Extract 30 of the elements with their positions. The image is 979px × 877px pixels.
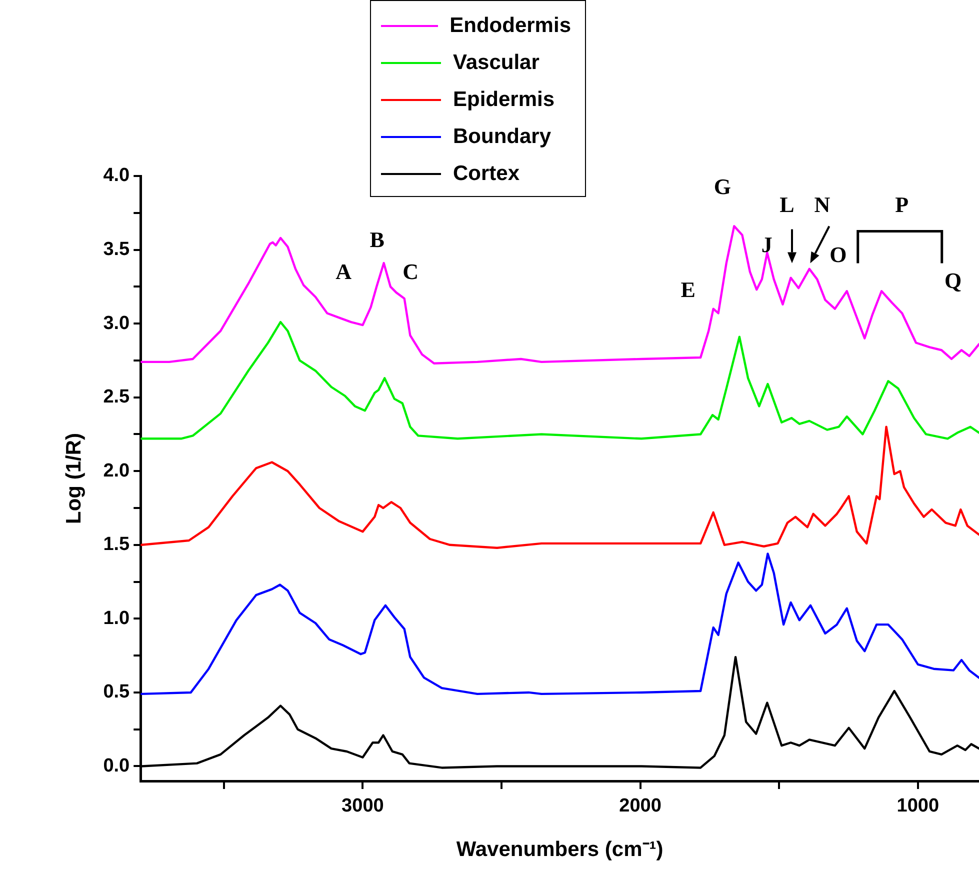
y-axis-title: Log (1/R) [62, 433, 86, 524]
annotation: C [402, 259, 419, 284]
y-tick-label: 3.5 [103, 239, 130, 260]
legend-label: Vascular [453, 50, 540, 74]
annotation: G [714, 174, 732, 199]
y-tick-label: 0.5 [103, 682, 130, 703]
annotation: B [370, 227, 385, 252]
legend-label: Epidermis [453, 88, 555, 112]
y-tick-label: 3.0 [103, 312, 130, 334]
annotation: N [814, 192, 830, 217]
annotation: L [780, 192, 794, 217]
y-tick-label: 0.0 [103, 755, 130, 776]
annotation: P [895, 192, 909, 217]
x-tick-label: 1000 [896, 796, 940, 817]
x-tick-label: 3000 [342, 796, 384, 817]
annotation: Q [944, 268, 962, 294]
legend-label: Boundary [453, 124, 552, 148]
x-axis-title: Wavenumbers (cm⁻¹) [456, 838, 664, 862]
legend-label: Cortex [453, 162, 520, 186]
annotation: A [336, 259, 352, 284]
y-tick-label: 1.0 [103, 608, 130, 629]
annotation: E [680, 277, 696, 302]
y-tick-label: 1.5 [103, 534, 130, 556]
annotation: O [830, 242, 847, 268]
x-tick-label: 2000 [619, 796, 662, 817]
y-tick-label: 4.0 [103, 165, 130, 186]
annotation: J [761, 232, 772, 257]
y-tick-label: 2.5 [103, 386, 130, 408]
legend-label: Endodermis [450, 14, 571, 38]
y-tick-label: 2.0 [103, 460, 130, 482]
